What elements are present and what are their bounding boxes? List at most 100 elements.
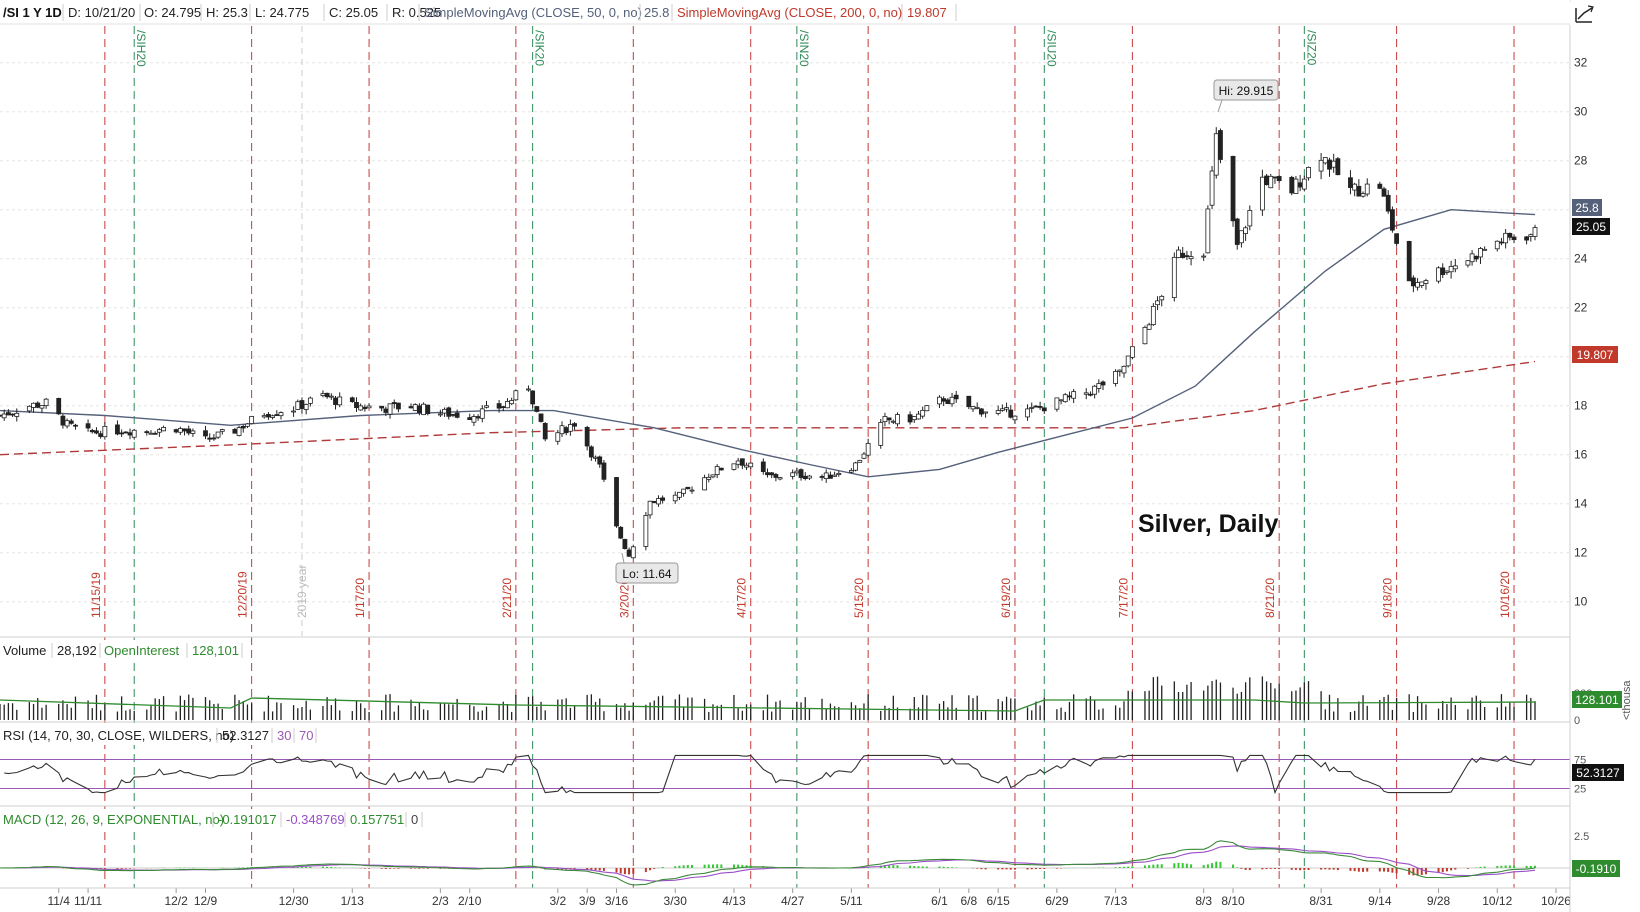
candle-body	[1524, 236, 1530, 241]
candle-body	[777, 477, 783, 480]
date-tick-label: 2/10	[458, 894, 482, 908]
candle-body	[232, 429, 238, 434]
candle-body	[1394, 233, 1399, 244]
candle-body	[278, 412, 284, 417]
candle-body	[60, 415, 66, 426]
candle-body	[299, 400, 305, 409]
date-tick-label: 3/16	[605, 894, 629, 908]
candle-body	[240, 426, 246, 429]
sma50-path	[0, 208, 1536, 478]
candle-body	[115, 424, 120, 435]
candle-body	[802, 475, 808, 479]
oi-label[interactable]: OpenInterest	[104, 643, 180, 658]
candle-body	[421, 403, 426, 416]
candle-body	[1499, 241, 1504, 244]
candle-body	[534, 406, 540, 412]
candle-body	[320, 393, 326, 396]
price-tick-label: 12	[1574, 546, 1588, 560]
candle-body	[5, 412, 11, 416]
candle-body	[1444, 270, 1450, 273]
macd-lines	[0, 840, 1570, 886]
candle-body	[1301, 178, 1307, 190]
candle-body	[295, 401, 301, 410]
candle-body	[56, 397, 62, 415]
date-tick-label: 2/3	[432, 894, 449, 908]
candle-body	[1, 413, 7, 419]
candle-body	[1188, 256, 1194, 260]
sma200-label[interactable]: SimpleMovingAvg (CLOSE, 200, 0, no)	[677, 5, 902, 20]
candle-body	[895, 414, 900, 425]
date-tick-label: 11/11	[74, 894, 103, 908]
candle-body	[853, 462, 858, 471]
price-tick-label: 16	[1574, 448, 1588, 462]
sma50-label[interactable]: SimpleMovingAvg (CLOSE, 50, 0, no)	[424, 5, 642, 20]
candle-body	[1360, 193, 1366, 197]
candle-body	[1176, 249, 1181, 258]
oi-badge: 128.101	[1572, 691, 1622, 708]
candle-body	[1385, 194, 1391, 212]
candle-body	[354, 402, 359, 408]
candle-body	[1276, 176, 1282, 182]
candle-body	[1071, 391, 1077, 399]
header-low: L: 24.775	[255, 5, 309, 20]
candle-body	[479, 408, 485, 419]
volume-label[interactable]: Volume	[3, 643, 46, 658]
candle-body	[647, 500, 653, 516]
candle-body	[94, 430, 99, 434]
candle-body	[161, 427, 166, 432]
candle-body	[358, 405, 364, 411]
candle-body	[1213, 133, 1219, 176]
macd-diff: 0.157751	[350, 812, 404, 827]
rsi-label[interactable]: RSI (14, 70, 30, CLOSE, WILDERS, no)	[3, 728, 234, 743]
date-tick-label: 10/26	[1541, 894, 1571, 908]
macd-label[interactable]: MACD (12, 26, 9, EXPONENTIAL, no)	[3, 812, 224, 827]
price-tick-label: 32	[1574, 56, 1588, 70]
candle-body	[35, 402, 41, 408]
candle-body	[68, 420, 74, 424]
candle-body	[1243, 227, 1249, 234]
price-candles	[0, 127, 1538, 559]
grid-lines	[0, 62, 1570, 603]
candle-body	[920, 409, 926, 417]
candle-body	[1150, 306, 1156, 326]
candle-body	[848, 470, 854, 473]
date-tick-label: 8/10	[1221, 894, 1245, 908]
candle-body	[261, 415, 267, 418]
candle-body	[73, 424, 78, 427]
candle-body	[769, 472, 775, 476]
candle-body	[622, 538, 628, 549]
candle-body	[408, 406, 414, 409]
candle-body	[706, 476, 712, 480]
candle-body	[794, 470, 800, 474]
candle-body	[89, 429, 95, 433]
drawing-tool-icon[interactable]	[1570, 2, 1600, 26]
candle-body	[307, 397, 313, 404]
date-tick-label: 10/12	[1482, 894, 1512, 908]
date-tick-label: 12/30	[279, 894, 309, 908]
date-tick-label: 8/3	[1195, 894, 1212, 908]
symbol-label[interactable]: /SI 1 Y 1D	[3, 5, 62, 20]
candle-body	[1259, 176, 1265, 211]
svg-text:128.101: 128.101	[1575, 693, 1619, 707]
expiration-label: 11/15/19	[89, 572, 103, 618]
chart-title: Silver, Daily	[1138, 510, 1278, 538]
candle-body	[1352, 183, 1358, 191]
candle-body	[702, 477, 707, 491]
candle-body	[660, 497, 666, 501]
candle-body	[1415, 282, 1420, 288]
candle-body	[614, 477, 619, 527]
candle-body	[1100, 381, 1106, 386]
candle-body	[1092, 385, 1098, 395]
high-label: Hi: 29.915	[1219, 84, 1274, 98]
candle-body	[366, 405, 372, 409]
candle-body	[127, 432, 133, 436]
sma200-value: 19.807	[907, 5, 947, 20]
candle-body	[828, 474, 833, 479]
rsi-tick-label: 25	[1574, 784, 1586, 796]
candle-body	[597, 456, 603, 465]
macd-value: -0.191017	[218, 812, 277, 827]
candle-body	[123, 431, 129, 434]
candle-body	[907, 414, 913, 423]
candle-body	[0, 414, 3, 417]
